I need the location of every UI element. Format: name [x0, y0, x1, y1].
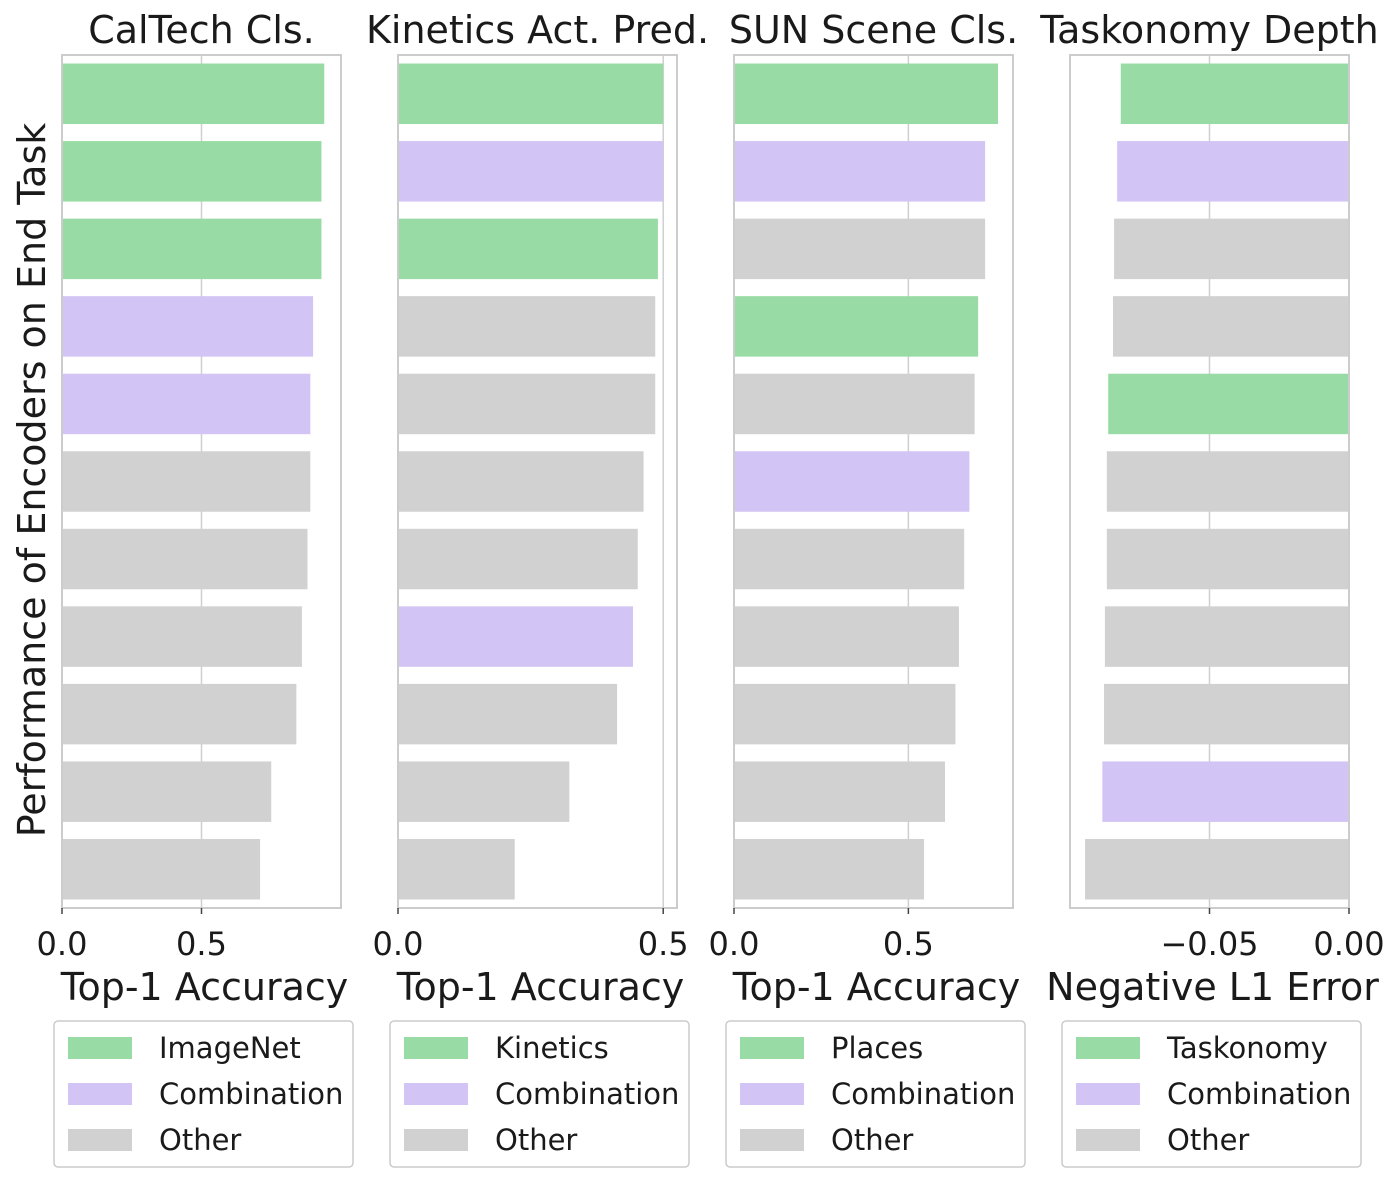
bar	[734, 761, 945, 821]
figure-y-axis-label: Performance of Encoders on End Task	[10, 123, 54, 838]
legend-swatch	[1076, 1129, 1140, 1151]
bar	[398, 451, 644, 511]
bar	[734, 606, 959, 666]
bar	[1107, 529, 1349, 589]
x-tick-label: 0.5	[176, 925, 227, 963]
legend-label: Combination	[1167, 1077, 1351, 1111]
legend-swatch	[740, 1129, 804, 1151]
chart-title: Kinetics Act. Pred.	[366, 8, 709, 52]
chart-title: SUN Scene Cls.	[729, 8, 1018, 52]
bar	[1102, 761, 1349, 821]
bar	[398, 529, 638, 589]
bar	[398, 606, 633, 666]
x-axis-label: Top-1 Accuracy	[60, 965, 349, 1009]
bar	[734, 529, 964, 589]
legend: Taskonomy Combination Other	[1062, 1021, 1361, 1167]
x-axis-label: Negative L1 Error	[1046, 965, 1379, 1009]
bar	[1114, 219, 1349, 279]
legend: ImageNet Combination Other	[54, 1021, 353, 1167]
bar	[398, 374, 655, 434]
legend-swatch	[404, 1129, 468, 1151]
chart-title: CalTech Cls.	[88, 8, 315, 52]
legend-label: Other	[159, 1123, 241, 1157]
legend-label: Combination	[831, 1077, 1015, 1111]
x-axis-label: Top-1 Accuracy	[732, 965, 1021, 1009]
bar	[734, 451, 969, 511]
legend-swatch	[1076, 1037, 1140, 1059]
bar	[1108, 374, 1349, 434]
bar	[1121, 64, 1349, 124]
bar	[1105, 606, 1349, 666]
legend-swatch	[740, 1037, 804, 1059]
legend-label: Combination	[495, 1077, 679, 1111]
bar	[734, 374, 975, 434]
bar	[1107, 451, 1349, 511]
x-tick-label: 0.0	[37, 925, 88, 963]
bar	[1117, 141, 1349, 201]
legend-swatch	[68, 1129, 132, 1151]
bar	[398, 141, 663, 201]
legend-label: Other	[831, 1123, 913, 1157]
legend-swatch	[68, 1037, 132, 1059]
legend: Kinetics Combination Other	[390, 1021, 689, 1167]
bar	[62, 374, 310, 434]
legend-swatch	[740, 1083, 804, 1105]
x-tick-label: 0.5	[638, 925, 689, 963]
bar	[62, 761, 271, 821]
legend-label: Other	[495, 1123, 577, 1157]
bar	[62, 606, 302, 666]
bar	[398, 684, 617, 744]
legend-label: Places	[831, 1031, 923, 1065]
legend-swatch	[404, 1037, 468, 1059]
legend-label: Other	[1167, 1123, 1249, 1157]
bar	[398, 296, 655, 356]
bar	[62, 141, 321, 201]
bar	[734, 219, 985, 279]
legend-swatch	[68, 1083, 132, 1105]
bar	[62, 219, 321, 279]
bar	[1085, 839, 1349, 899]
bar	[734, 296, 978, 356]
bar	[734, 141, 985, 201]
legend-label: ImageNet	[159, 1031, 301, 1065]
bar	[62, 296, 313, 356]
bar	[398, 761, 569, 821]
legend-label: Taskonomy	[1166, 1031, 1328, 1065]
bar	[734, 839, 924, 899]
bar	[62, 839, 260, 899]
bar	[62, 64, 324, 124]
x-tick-label: 0.00	[1313, 925, 1384, 963]
bar	[398, 839, 515, 899]
x-tick-label: −0.05	[1160, 925, 1258, 963]
bar	[1104, 684, 1349, 744]
x-axis-label: Top-1 Accuracy	[396, 965, 685, 1009]
x-tick-label: 0.5	[883, 925, 934, 963]
x-tick-label: 0.0	[709, 925, 760, 963]
bar	[734, 684, 955, 744]
chart-title: Taskonomy Depth	[1039, 8, 1379, 52]
bar	[398, 64, 663, 124]
bar	[1113, 296, 1349, 356]
bar	[62, 529, 308, 589]
legend-swatch	[1076, 1083, 1140, 1105]
bar	[398, 219, 658, 279]
legend: Places Combination Other	[726, 1021, 1025, 1167]
x-tick-label: 0.0	[373, 925, 424, 963]
bar	[734, 64, 998, 124]
legend-label: Combination	[159, 1077, 343, 1111]
bar	[62, 684, 296, 744]
legend-label: Kinetics	[495, 1031, 609, 1065]
bar	[62, 451, 310, 511]
legend-swatch	[404, 1083, 468, 1105]
